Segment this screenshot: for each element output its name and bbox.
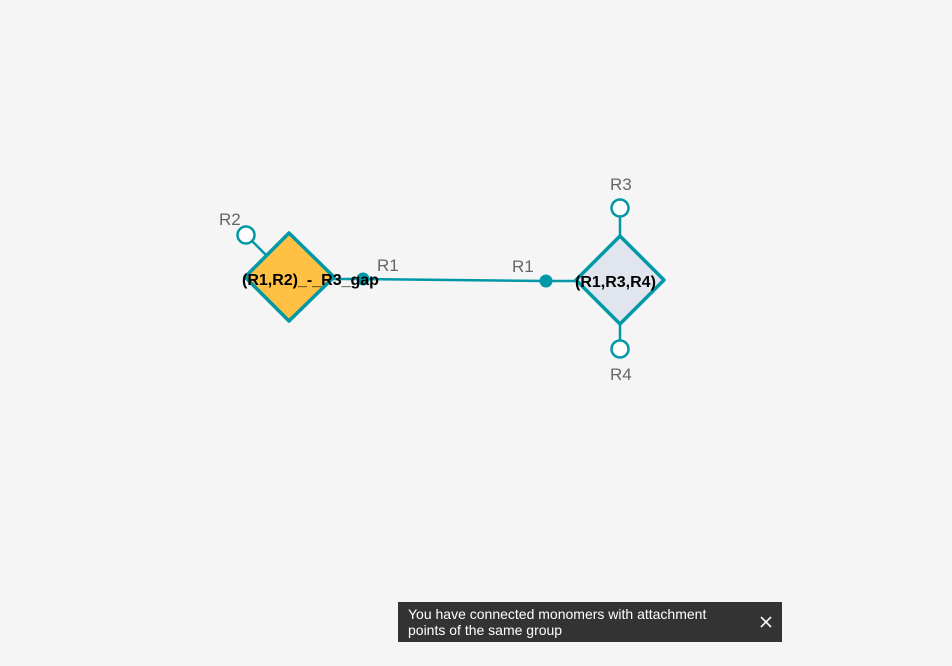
attachment-point-r1[interactable] — [539, 274, 553, 288]
monomer-2-label: (R1,R3,R4) — [575, 274, 656, 291]
monomer-1-label: (R1,R2)_-_R3_gap — [242, 272, 379, 289]
bond-line[interactable] — [362, 277, 547, 283]
toast-message: You have connected monomers with attachm… — [408, 606, 707, 638]
notification-toast: You have connected monomers with attachm… — [398, 602, 782, 642]
monomer-2-shape[interactable] — [574, 234, 666, 326]
attachment-label-r1: R1 — [377, 256, 399, 275]
attachment-label-r2: R2 — [219, 210, 241, 229]
close-icon[interactable] — [756, 612, 776, 632]
monomer-1-shape[interactable] — [243, 231, 336, 323]
monomer-2[interactable]: R3 R1 R4 (R1,R3,R4) — [512, 175, 666, 384]
attachment-label-r3: R3 — [610, 175, 632, 194]
attachment-point-r2[interactable] — [236, 225, 256, 245]
attachment-point-r4[interactable] — [610, 339, 630, 359]
monomer-1[interactable]: R2 R1 (R1,R2)_-_R3_gap — [219, 210, 399, 323]
attachment-point-r3[interactable] — [610, 198, 630, 218]
attachment-label-r1: R1 — [512, 257, 534, 276]
attachment-label-r4: R4 — [610, 365, 632, 384]
attachment-point-r1[interactable] — [356, 272, 370, 286]
